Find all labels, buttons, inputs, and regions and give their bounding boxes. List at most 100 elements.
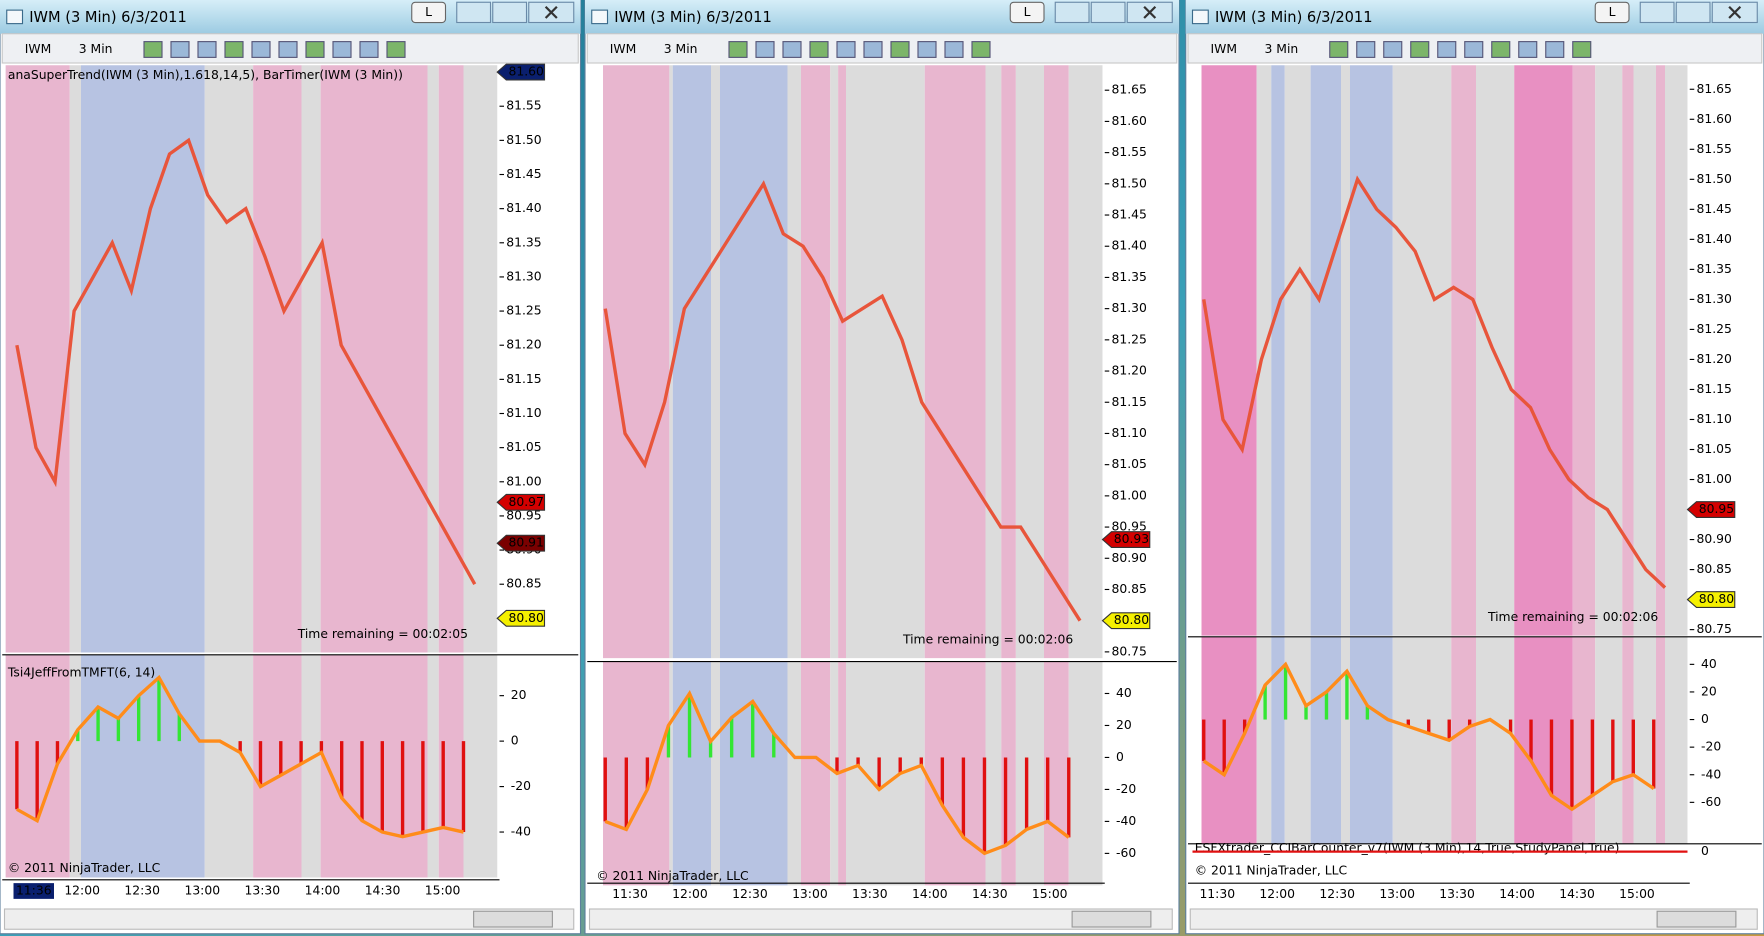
time-label: 15:00 bbox=[1032, 887, 1068, 901]
toolbar-button[interactable] bbox=[728, 41, 748, 58]
link-button-label[interactable]: L bbox=[425, 5, 432, 19]
toolbar-button[interactable] bbox=[1572, 41, 1592, 58]
time-label: 12:00 bbox=[64, 884, 100, 898]
price-tick-label: 81.25 bbox=[506, 304, 541, 318]
price-tick-label: 81.35 bbox=[1112, 270, 1147, 284]
toolbar-button[interactable] bbox=[197, 41, 217, 58]
toolbar-button[interactable] bbox=[359, 41, 379, 58]
price-tick-label: 81.55 bbox=[1112, 145, 1147, 159]
session-band bbox=[720, 65, 788, 659]
price-tick-label: 81.00 bbox=[506, 474, 542, 488]
scrollbar[interactable] bbox=[588, 908, 1173, 930]
close-icon bbox=[1728, 5, 1742, 19]
toolbar-button[interactable] bbox=[278, 41, 298, 58]
toolbar-button[interactable] bbox=[1356, 41, 1376, 58]
scrollbar-thumb[interactable] bbox=[1071, 910, 1152, 928]
minimize-button[interactable] bbox=[456, 1, 492, 24]
toolbar-button[interactable] bbox=[809, 41, 829, 58]
toolbar-button[interactable] bbox=[1464, 41, 1484, 58]
maximize-button[interactable] bbox=[1675, 1, 1711, 24]
scrollbar-thumb[interactable] bbox=[1656, 910, 1737, 928]
session-band bbox=[1001, 661, 1016, 886]
session-band bbox=[1350, 636, 1393, 844]
time-cursor-box bbox=[13, 883, 54, 899]
window-title: IWM (3 Min) 6/3/2011 bbox=[614, 9, 772, 26]
interval-dropdown[interactable]: 3 Min bbox=[664, 42, 698, 56]
price-tick-label: 81.60 bbox=[1112, 114, 1148, 128]
session-band bbox=[801, 661, 831, 886]
maximize-button[interactable] bbox=[492, 1, 528, 24]
toolbar-button[interactable] bbox=[782, 41, 802, 58]
toolbar-button[interactable] bbox=[1329, 41, 1349, 58]
toolbar-button[interactable] bbox=[890, 41, 910, 58]
link-button[interactable] bbox=[1009, 1, 1045, 24]
toolbar-button[interactable] bbox=[1410, 41, 1430, 58]
session-band bbox=[1341, 65, 1350, 636]
toolbar-button[interactable] bbox=[836, 41, 856, 58]
session-band bbox=[1514, 636, 1573, 844]
toolbar-button[interactable] bbox=[305, 41, 325, 58]
toolbar-button[interactable] bbox=[1437, 41, 1457, 58]
scrollbar[interactable] bbox=[1189, 908, 1758, 930]
toolbar-button[interactable] bbox=[1518, 41, 1538, 58]
price-tag-label: 81.60 bbox=[509, 65, 545, 79]
osc-tick-label: 0 bbox=[511, 734, 519, 748]
toolbar-button[interactable] bbox=[755, 41, 775, 58]
session-band bbox=[1015, 661, 1044, 886]
toolbar-button[interactable] bbox=[1545, 41, 1565, 58]
session-band bbox=[1068, 661, 1103, 886]
time-cursor: 11:36 bbox=[16, 884, 52, 898]
toolbar-button[interactable] bbox=[332, 41, 352, 58]
price-tick-label: 81.00 bbox=[1112, 488, 1148, 502]
price-tick-label: 81.40 bbox=[1112, 239, 1148, 253]
session-band bbox=[1271, 65, 1285, 636]
session-band bbox=[1665, 65, 1688, 636]
price-tag bbox=[1686, 501, 1736, 518]
osc-tick-label: 20 bbox=[511, 688, 527, 702]
time-label: 13:00 bbox=[184, 884, 220, 898]
time-label: 12:30 bbox=[732, 887, 768, 901]
toolbar-button[interactable] bbox=[251, 41, 271, 58]
toolbar-button[interactable] bbox=[863, 41, 883, 58]
price-tag-label: 80.80 bbox=[1699, 592, 1735, 606]
toolbar-button[interactable] bbox=[917, 41, 937, 58]
time-label: 14:00 bbox=[305, 884, 341, 898]
osc-tick-label: -40 bbox=[1701, 767, 1721, 781]
scrollbar-thumb[interactable] bbox=[473, 910, 553, 928]
link-button[interactable] bbox=[1594, 1, 1630, 24]
toolbar-button[interactable] bbox=[170, 41, 190, 58]
toolbar-button[interactable] bbox=[143, 41, 163, 58]
scrollbar[interactable] bbox=[3, 908, 575, 930]
toolbar-button[interactable] bbox=[971, 41, 991, 58]
toolbar-button[interactable] bbox=[386, 41, 406, 58]
time-label: 13:00 bbox=[792, 887, 828, 901]
minimize-button[interactable] bbox=[1054, 1, 1090, 24]
price-tag bbox=[496, 493, 546, 511]
session-band bbox=[1044, 65, 1069, 659]
minimize-button[interactable] bbox=[1639, 1, 1675, 24]
session-band bbox=[1341, 636, 1350, 844]
price-tick-label: 80.85 bbox=[506, 577, 541, 591]
symbol-dropdown[interactable]: IWM bbox=[1211, 42, 1238, 56]
interval-dropdown[interactable]: 3 Min bbox=[79, 42, 113, 56]
session-band bbox=[1656, 636, 1665, 844]
maximize-button[interactable] bbox=[1090, 1, 1126, 24]
toolbar-button[interactable] bbox=[944, 41, 964, 58]
bar-timer: Time remaining = 00:02:06 bbox=[902, 633, 1073, 647]
symbol-dropdown[interactable]: IWM bbox=[610, 42, 637, 56]
toolbar-button[interactable] bbox=[224, 41, 244, 58]
session-band bbox=[81, 65, 205, 653]
link-button[interactable] bbox=[411, 1, 447, 24]
price-tick-label: 81.20 bbox=[506, 338, 542, 352]
session-band bbox=[1633, 65, 1656, 636]
symbol-dropdown[interactable]: IWM bbox=[25, 42, 52, 56]
session-band bbox=[1310, 636, 1341, 844]
osc-tick-label: 0 bbox=[1116, 750, 1124, 764]
interval-dropdown[interactable]: 3 Min bbox=[1265, 42, 1299, 56]
toolbar-button[interactable] bbox=[1491, 41, 1511, 58]
toolbar-button[interactable] bbox=[1383, 41, 1403, 58]
link-button-label[interactable]: L bbox=[1609, 5, 1616, 19]
link-button-label[interactable]: L bbox=[1024, 5, 1031, 19]
price-tick-label: 81.20 bbox=[1697, 352, 1733, 366]
